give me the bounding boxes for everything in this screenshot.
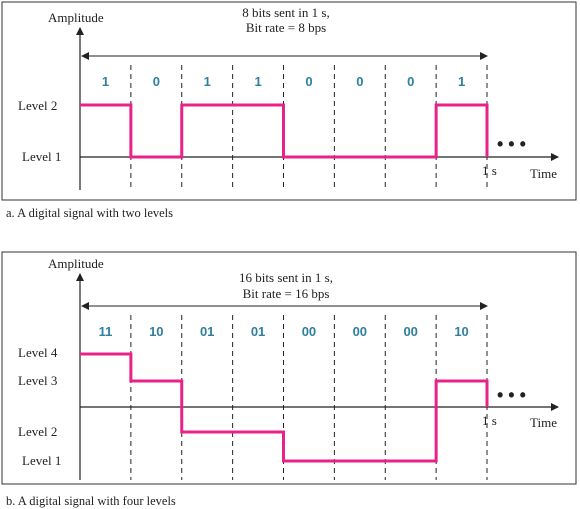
panel-b-header-line1: 16 bits sent in 1 s, <box>239 270 333 285</box>
panel-b-bit-label: 00 <box>403 324 417 339</box>
panel-b-bit-label: 11 <box>99 324 113 339</box>
panel-a-bit-label: 1 <box>102 74 109 89</box>
panel-a-bit-labels: 1 0 1 1 0 0 0 1 <box>102 74 465 89</box>
panel-a: Amplitude Time 8 bits sent in 1 s, Bit r… <box>1 1 577 201</box>
panel-b-level-4-label: Level 4 <box>18 345 58 360</box>
panel-b-level-3-label: Level 3 <box>18 373 57 388</box>
panel-a-caption: a. A digital signal with two levels <box>6 206 173 220</box>
panel-a-header-line2: Bit rate = 8 bps <box>246 20 326 35</box>
panel-a-bit-label: 0 <box>305 74 312 89</box>
panel-b-bit-label: 00 <box>353 324 367 339</box>
panel-a-bit-label: 1 <box>458 74 465 89</box>
panel-b-signal-line <box>80 352 489 463</box>
panel-a-frame <box>1 1 577 201</box>
panel-b-bit-label: 01 <box>251 324 265 339</box>
panel-a-header-line1: 8 bits sent in 1 s, <box>242 5 329 20</box>
panel-a-x-axis-label: Time <box>530 166 557 181</box>
panel-b-x-axis-label: Time <box>530 415 557 430</box>
panel-a-y-axis-label: Amplitude <box>48 10 104 25</box>
panel-a-bit-dividers <box>130 65 488 190</box>
panel-b-ellipsis: • • • <box>497 385 526 405</box>
panel-a-bit-label: 1 <box>204 74 211 89</box>
panel-b-frame <box>1 251 577 485</box>
panel-a-bit-label: 1 <box>254 74 261 89</box>
panel-b-bit-label: 10 <box>149 324 163 339</box>
panel-b-bit-label: 01 <box>200 324 214 339</box>
panel-b-bit-label: 10 <box>454 324 468 339</box>
panel-b-bit-label: 00 <box>302 324 316 339</box>
panel-a-level-1-label: Level 1 <box>22 149 61 164</box>
panel-a-bit-label: 0 <box>356 74 363 89</box>
panel-b-bit-labels: 11 10 01 01 00 00 00 10 <box>99 324 469 339</box>
panel-a-bit-label: 0 <box>407 74 414 89</box>
panel-b-level-2-label: Level 2 <box>18 424 57 439</box>
panel-a-signal-line <box>80 103 489 159</box>
panel-a-level-2-label: Level 2 <box>18 98 57 113</box>
panel-a-end-tick-label: 1 s <box>482 163 497 178</box>
panel-b-bit-dividers <box>130 315 488 480</box>
panel-a-bit-label: 0 <box>153 74 160 89</box>
panel-b-header-line2: Bit rate = 16 bps <box>243 286 330 301</box>
panel-b-caption: b. A digital signal with four levels <box>6 494 176 508</box>
panel-a-ellipsis: • • • <box>497 134 526 154</box>
panel-b-level-1-label: Level 1 <box>22 453 61 468</box>
panel-b: Amplitude Time 16 bits sent in 1 s, Bit … <box>1 251 577 485</box>
panel-b-y-axis-label: Amplitude <box>48 256 104 271</box>
panel-b-end-tick-label: 1 s <box>482 413 497 428</box>
